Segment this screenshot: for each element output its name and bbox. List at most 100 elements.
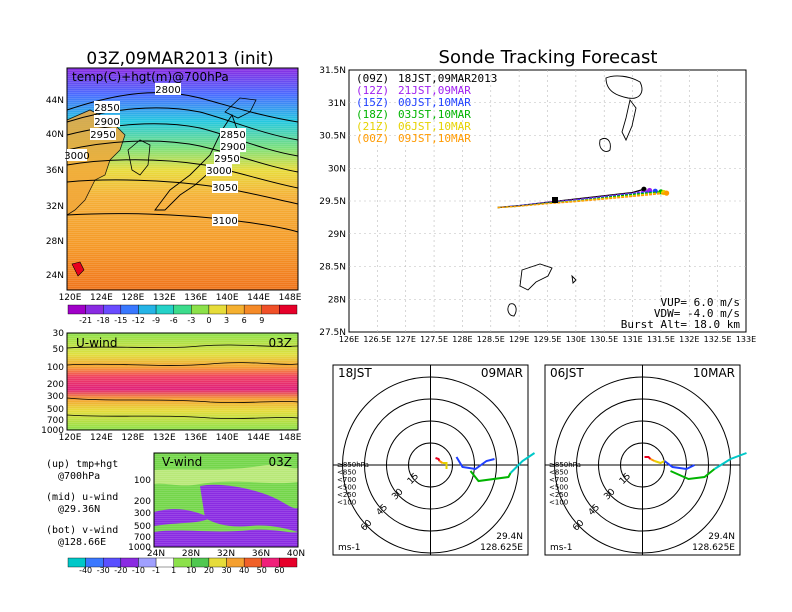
tracking-title: Sonde Tracking Forecast (439, 47, 658, 68)
map-lon-label: 124E (90, 293, 113, 303)
legend-code: (09Z) (356, 72, 389, 85)
tracking-x-label: 131E (622, 335, 642, 344)
v-wind-x-label: 40N (287, 549, 305, 559)
tracking-panel: Sonde Tracking Forecast 31.5N 31N 30.5N 30N… (319, 47, 756, 344)
u-wind-y-label: 500 (47, 405, 64, 415)
contour-labels: 2800 2850 2900 2950 3000 2850 2900 2950 … (64, 83, 246, 227)
u-wind-x-label: 132E (153, 433, 176, 443)
tracking-y-label: 31.5N (319, 66, 346, 76)
map-lon-label: 136E (184, 293, 207, 303)
polar-date: 10MAR (693, 366, 735, 380)
note-up-line2: @700hPa (58, 471, 100, 482)
u-wind-x-axis: 120E 124E 128E 132E 136E 140E 144E 148E (59, 433, 302, 443)
colorbar-swatch (67, 304, 86, 315)
colorbar-swatch (173, 304, 192, 315)
colorbar-swatch (120, 304, 139, 315)
contour-label: 3000 (206, 166, 231, 177)
u-wind-x-label: 148E (279, 433, 302, 443)
island-outlines (507, 75, 643, 317)
legend-label: 09JST,10MAR (398, 132, 471, 145)
u-wind-y-label: 1000 (41, 426, 64, 436)
u-wind-time: 03Z (269, 336, 293, 350)
u-wind-x-label: 136E (184, 433, 207, 443)
polar-level-label: <500 (337, 484, 356, 492)
legend-code: (21Z) (356, 120, 389, 133)
tracking-x-label: 126E (339, 335, 359, 344)
v-wind-y-label: 1000 (128, 543, 151, 553)
map-lon-label: 148E (279, 293, 302, 303)
legend-code: (12Z) (356, 84, 389, 97)
tracking-x-label: 126.5E (363, 335, 391, 344)
panel-notes: (up) tmp+hgt @700hPa (mid) u-wind @29.36… (46, 459, 118, 548)
u-wind-y-label: 300 (47, 392, 64, 402)
note-bot-line1: (bot) v-wind (46, 525, 118, 536)
hodograph-segment (713, 452, 747, 470)
map-lat-label: 36N (46, 166, 64, 176)
u-wind-frame (66, 332, 299, 431)
polar-level-label: <700 (337, 476, 356, 484)
map-subtitle: temp(C)+hgt(m)@700hPa (72, 70, 229, 84)
colorbar-swatch (279, 557, 298, 568)
colorbar-swatch (138, 304, 157, 315)
map-lat-axis: 44N 40N 36N 32N 28N 24N (46, 96, 64, 281)
colorbar-swatch (243, 304, 262, 315)
polar-level-label: <700 (549, 476, 568, 484)
korea-outline (127, 139, 151, 176)
v-wind-x-label: 28N (182, 549, 200, 559)
legend-code: (18Z) (356, 108, 389, 121)
map-lon-label: 132E (153, 293, 176, 303)
colorbar-label: 60 (274, 566, 284, 575)
tracking-x-label: 127.5E (420, 335, 448, 344)
note-bot-line2: @128.66E (58, 537, 106, 548)
polar-level-label: ≥850hPa (549, 461, 581, 469)
tracking-y-label: 28.5N (319, 263, 346, 273)
contour-label: 3000 (64, 151, 89, 162)
v-wind-frame (153, 452, 299, 548)
tracking-x-label: 130.5E (590, 335, 618, 344)
polar-lat: 29.4N (708, 532, 735, 542)
v-wind-y-label: 100 (134, 476, 151, 486)
map-lat-label: 44N (46, 96, 64, 106)
tracking-y-label: 30N (328, 164, 346, 174)
map-lat-label: 32N (46, 202, 64, 212)
contour-label: 2850 (220, 130, 245, 141)
map-frame (66, 67, 299, 291)
contour-label: 2950 (214, 154, 239, 165)
v-wind-y-label: 200 (134, 497, 151, 507)
burst-point (664, 190, 670, 196)
v-wind-y-label: 500 (134, 522, 151, 532)
u-wind-y-label: 30 (53, 329, 65, 339)
tracking-x-axis: 126E 126.5E 127E 127.5E 128E 128.5E 129E 129.5E… (339, 335, 756, 344)
u-wind-title: U-wind (76, 336, 117, 350)
colorbar-label: 20 (204, 566, 214, 575)
note-up-line1: (up) tmp+hgt (46, 459, 118, 470)
tracking-x-label: 128.5E (477, 335, 505, 344)
polar-time: 06JST (550, 366, 584, 380)
wind-colorbar: -40 -30 -20 -10 -1 1 10 20 30 40 50 60 (67, 557, 298, 575)
colorbar-label: -40 (79, 566, 92, 575)
legend-code: (00Z) (356, 132, 389, 145)
polar-level-label: <250 (337, 491, 356, 499)
hokkaido-outline (224, 97, 257, 119)
colorbar-label: 9 (259, 316, 264, 325)
param-vup: VUP= 6.0 m/s (661, 296, 740, 309)
hodograph-segment (670, 468, 716, 481)
tracking-y-axis: 31.5N 31N 30.5N 30N 29.5N 29N 28.5N 28N 27.5N (319, 66, 346, 338)
colorbar-swatch (191, 304, 210, 315)
tracking-series (497, 186, 670, 209)
colorbar-label: -30 (97, 566, 110, 575)
colorbar-label: -18 (97, 316, 110, 325)
legend-label: 18JST,09MAR2013 (398, 72, 497, 85)
legend-code: (15Z) (356, 96, 389, 109)
tracking-x-label: 129E (509, 335, 529, 344)
v-wind-x-label: 24N (147, 549, 165, 559)
polar-lon: 128.625E (480, 543, 523, 553)
tracking-y-label: 29N (328, 230, 346, 240)
tracking-legend: (09Z) 18JST,09MAR2013 (12Z) 21JST,09MAR (15Z… (356, 72, 497, 145)
hodograph-segment (438, 460, 444, 464)
polar-level-label: <250 (549, 491, 568, 499)
burst-point (641, 186, 647, 192)
